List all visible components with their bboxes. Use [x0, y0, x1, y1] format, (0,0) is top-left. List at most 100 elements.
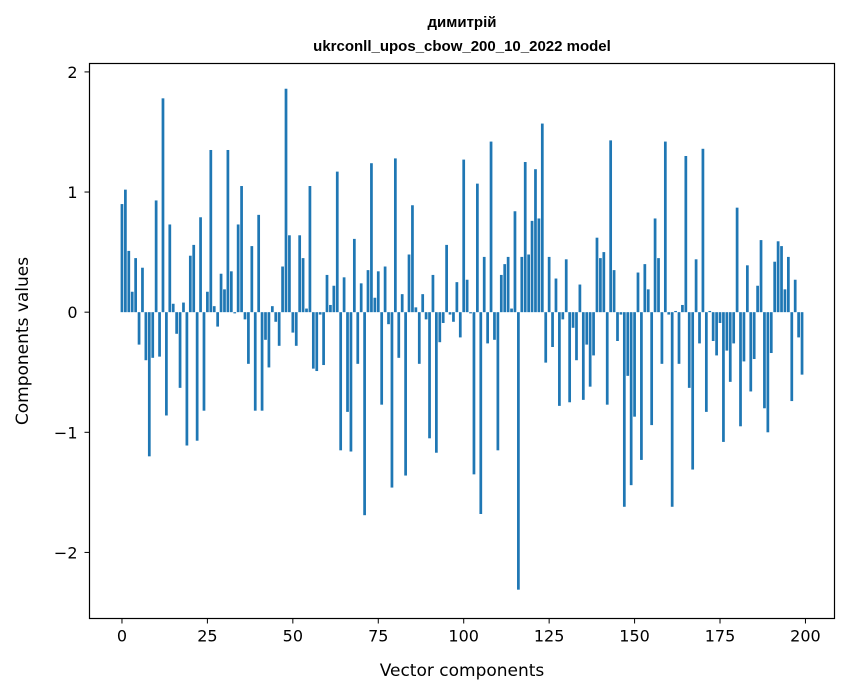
bar [476, 183, 479, 313]
bar [530, 220, 534, 313]
bar [318, 312, 322, 315]
bar [236, 224, 240, 313]
bar [411, 205, 414, 313]
bar [564, 259, 568, 313]
bar [544, 312, 548, 363]
bar [417, 312, 421, 364]
bar [489, 141, 493, 313]
bar [640, 312, 643, 460]
bar [363, 312, 366, 516]
x-tick-label: 25 [197, 627, 217, 646]
bar [424, 312, 428, 320]
bar [571, 312, 575, 328]
bar [554, 278, 558, 313]
chart-subtitle: ukrconll_upos_cbow_200_10_2022 model [313, 38, 611, 55]
bar [243, 312, 247, 320]
bar [329, 304, 332, 313]
y-axis: −2 −1 0 1 2 [54, 63, 90, 562]
bar [643, 264, 647, 313]
bar [158, 312, 161, 357]
bar [127, 250, 131, 313]
bar [506, 256, 510, 313]
bar [414, 307, 418, 313]
bar [445, 244, 448, 313]
bar [472, 312, 476, 475]
chart-title: димитрій [428, 14, 497, 31]
bar [749, 312, 753, 392]
bar [780, 246, 783, 313]
bar [499, 274, 503, 313]
bar [404, 312, 407, 476]
bar [704, 312, 708, 412]
bar [756, 285, 759, 313]
bar [195, 312, 199, 441]
bar [120, 204, 124, 313]
bar [657, 258, 660, 313]
y-tick-label: −2 [54, 543, 78, 562]
bar [776, 241, 780, 313]
x-tick-label: 175 [705, 627, 736, 646]
bar [178, 312, 182, 388]
bar [233, 312, 237, 314]
bar [349, 312, 353, 452]
bar [428, 312, 431, 439]
bar [144, 312, 148, 361]
bar [134, 258, 137, 313]
bar [359, 283, 363, 313]
bar [147, 312, 151, 457]
bar [783, 289, 787, 313]
bar [124, 189, 127, 313]
bar [397, 312, 401, 358]
x-tick-label: 200 [790, 627, 821, 646]
x-tick-label: 75 [368, 627, 388, 646]
bar [663, 141, 667, 313]
x-axis-label: Vector components [380, 661, 545, 681]
bar [605, 312, 609, 405]
plot-frame [88, 62, 836, 620]
bar [527, 254, 530, 313]
bar [619, 312, 623, 315]
bar [633, 312, 636, 417]
bar [387, 312, 390, 325]
bar [612, 270, 616, 313]
bar [694, 259, 698, 313]
bar [681, 304, 684, 313]
bar [226, 149, 230, 313]
bar [503, 264, 507, 313]
bar [270, 306, 274, 313]
bar [752, 312, 756, 360]
bar [561, 312, 565, 320]
bar [551, 312, 554, 348]
bar [769, 312, 773, 354]
bar [308, 186, 312, 313]
bar [400, 294, 404, 313]
bar [366, 270, 370, 313]
bar [202, 312, 206, 411]
bar [448, 312, 452, 315]
bar [223, 289, 226, 313]
bar [486, 312, 489, 344]
bar [161, 98, 165, 313]
bar [581, 312, 585, 400]
bar [212, 306, 216, 313]
bar [684, 156, 688, 313]
bar [513, 211, 517, 313]
bar [288, 235, 291, 313]
bar [431, 274, 435, 313]
bar [154, 200, 158, 313]
y-axis-label: Components values [13, 257, 33, 425]
y-tick-label: 1 [67, 183, 77, 202]
bar [452, 312, 455, 322]
bar [267, 312, 271, 368]
bar [356, 312, 360, 364]
bar [151, 312, 155, 358]
bar [141, 267, 144, 313]
bar [510, 308, 513, 313]
bar [335, 171, 339, 313]
bar [240, 186, 243, 313]
bar [787, 256, 790, 313]
bar [575, 312, 578, 361]
bar [171, 303, 175, 313]
bar [790, 312, 794, 402]
